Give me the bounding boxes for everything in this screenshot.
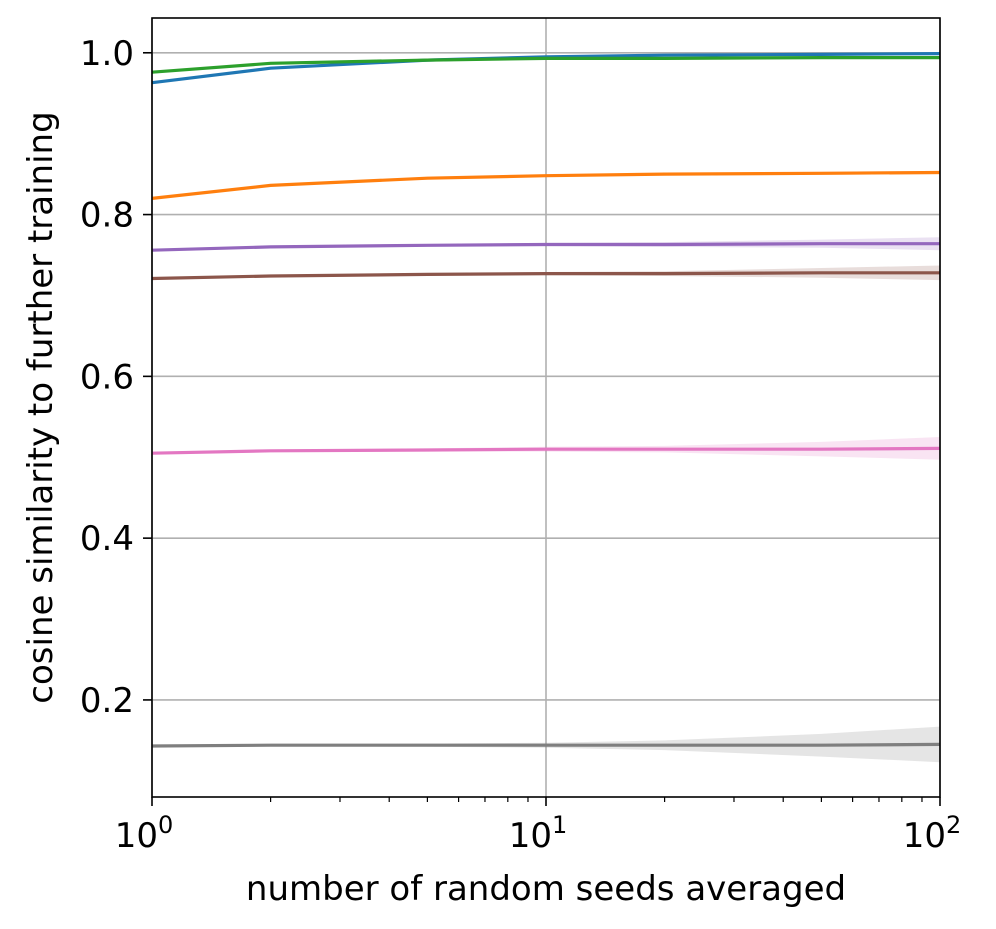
series-line (151, 242, 940, 252)
series-lines (151, 52, 941, 748)
x-tick-label: 102 (903, 811, 962, 856)
series-line (151, 271, 940, 281)
x-axis-label: number of random seeds averaged (246, 869, 846, 909)
x-tick-label: 101 (509, 811, 568, 856)
y-axis-label: cosine similarity to further training (21, 111, 61, 703)
series-line (151, 446, 941, 455)
y-tick-label: 0.8 (80, 196, 134, 236)
series-line (151, 55, 940, 74)
series-line (151, 170, 941, 200)
x-tick-label: 100 (115, 811, 174, 856)
y-tick-label: 0.6 (80, 357, 134, 397)
tick-labels: 0.2 0.4 0.6 0.8 1.0 100 101 102 (80, 34, 961, 856)
series-line (151, 52, 941, 85)
axis-ticks (143, 51, 941, 806)
y-tick-label: 0.4 (80, 519, 134, 559)
series-line (151, 742, 941, 748)
y-tick-label: 0.2 (80, 681, 134, 721)
y-tick-label: 1.0 (80, 34, 134, 74)
